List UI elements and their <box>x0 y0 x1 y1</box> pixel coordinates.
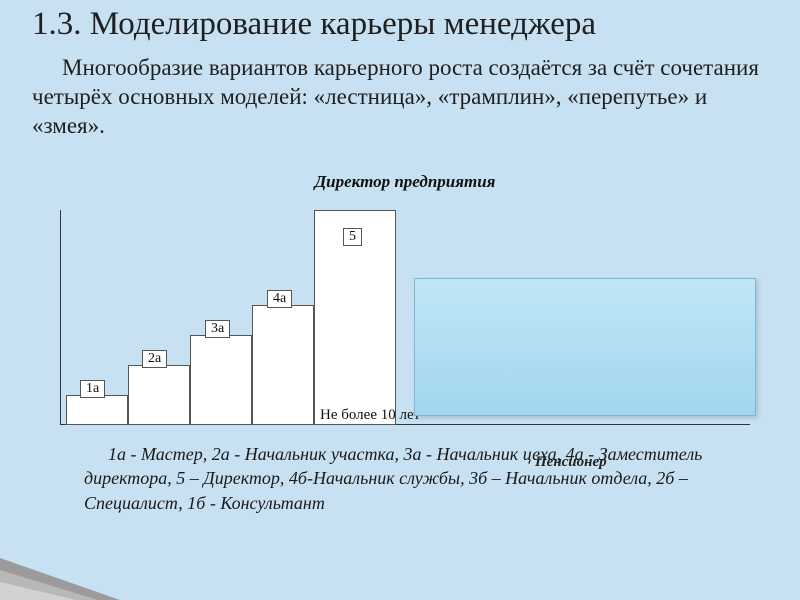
step-label-2а: 2а <box>142 350 167 368</box>
step-label-4а: 4а <box>267 290 292 308</box>
pension-box <box>414 278 756 416</box>
step-label-3а: 3а <box>205 320 230 338</box>
step-1а <box>66 395 128 425</box>
page-title: 1.3. Моделирование карьеры менеджера <box>32 6 596 43</box>
step-2а <box>128 365 190 425</box>
corner-decoration <box>0 540 120 600</box>
legend-body: 1а - Мастер, 2а - Начальник участка, 3а … <box>84 444 702 513</box>
step-label-1а: 1а <box>80 380 105 398</box>
axis-vertical <box>60 210 61 425</box>
legend-text: 1а - Мастер, 2а - Начальник участка, 3а … <box>84 442 740 515</box>
step-3а <box>190 335 252 425</box>
step-4а <box>252 305 314 425</box>
slide: 1.3. Моделирование карьеры менеджера Мно… <box>0 0 800 600</box>
intro-text: Многообразие вариантов карьерного роста … <box>32 55 759 138</box>
intro-paragraph: Многообразие вариантов карьерного роста … <box>32 54 768 140</box>
career-staircase-diagram: Директор предприятия 1а2а3а4а5 Не более … <box>60 210 750 425</box>
step-label-5: 5 <box>343 228 362 246</box>
duration-note: Не более 10 лет <box>320 407 420 424</box>
director-title: Директор предприятия <box>315 172 496 192</box>
